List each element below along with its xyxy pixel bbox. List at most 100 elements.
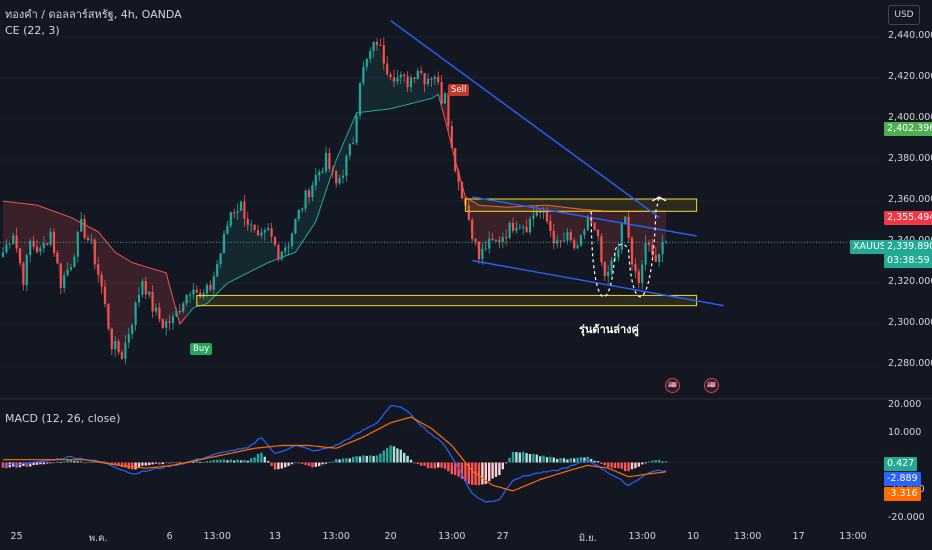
macd-histogram-bar	[630, 462, 634, 470]
projection-arrow-head	[652, 196, 667, 202]
candle-body	[236, 210, 239, 213]
macd-histogram-bar	[658, 459, 661, 463]
us-flag-icon[interactable]: 🇺🇸	[665, 378, 680, 393]
candle-body	[114, 341, 117, 350]
time-tick-label: พ.ค.	[88, 533, 108, 544]
macd-histogram-bar	[613, 462, 617, 469]
candle-body	[212, 276, 215, 290]
macd-histogram-bar	[229, 459, 232, 463]
macd-histogram-bar	[603, 462, 606, 466]
macd-histogram-bar	[471, 462, 474, 485]
price-tick-label: 2,300.000	[888, 317, 932, 329]
candle-body	[1, 252, 5, 257]
macd-histogram-bar	[260, 452, 263, 463]
support-resistance-zone	[464, 198, 698, 212]
candle-body	[467, 205, 470, 220]
macd-histogram-bar	[525, 453, 528, 463]
price-tick-label: 2,380.000	[888, 153, 932, 165]
price-tick-label: 2,320.000	[888, 276, 932, 288]
macd-histogram-bar	[148, 462, 151, 466]
time-tick-label: 17	[792, 531, 805, 542]
trendline	[390, 19, 660, 219]
macd-histogram-bar	[566, 459, 569, 463]
macd-histogram-bar	[158, 462, 161, 465]
ce-long-fill	[186, 41, 442, 316]
time-tick-label: 13:00	[203, 531, 231, 542]
candle-body	[25, 255, 28, 286]
candle-body	[195, 289, 198, 293]
macd-histogram-bar	[165, 462, 168, 464]
candle-body	[437, 76, 440, 82]
macd-histogram-bar	[569, 458, 572, 463]
macd-histogram-bar	[324, 462, 328, 464]
macd-histogram-bar	[423, 462, 426, 466]
macd-histogram-bar	[545, 457, 549, 463]
price-tick-label: 2,440.000	[888, 29, 932, 41]
macd-histogram-bar	[647, 461, 651, 463]
macd-histogram-bar	[457, 462, 460, 477]
candle-body	[290, 233, 294, 247]
macd-histogram-bar	[464, 462, 467, 482]
chart-title[interactable]: ทองคำ / ดอลลาร์สหรัฐ, 4h, OANDA	[5, 8, 182, 21]
candle-body	[505, 237, 508, 239]
candle-body	[314, 175, 317, 186]
candle-body	[362, 66, 365, 83]
macd-histogram-bar	[127, 462, 130, 469]
time-tick-label: 13:00	[628, 531, 656, 542]
macd-histogram-bar	[212, 460, 215, 463]
candle-body	[409, 77, 413, 88]
candle-body	[586, 217, 589, 231]
candle-body	[277, 244, 280, 260]
macd-histogram-bar	[321, 462, 324, 465]
candle-body	[100, 274, 103, 287]
candle-body	[345, 155, 348, 176]
macd-histogram-bar	[294, 462, 297, 464]
candle-body	[273, 236, 277, 245]
candle-body	[331, 168, 334, 172]
candle-body	[318, 171, 321, 176]
macd-histogram-bar	[392, 446, 396, 463]
macd-histogram-bar	[52, 462, 56, 464]
macd-histogram-bar	[69, 459, 73, 463]
macd-histogram-bar	[644, 462, 647, 464]
macd-histogram-bar	[664, 461, 668, 463]
us-flag-icon[interactable]: 🇺🇸	[704, 378, 719, 393]
macd-histogram-bar	[382, 450, 385, 463]
macd-histogram-bar	[304, 462, 307, 465]
candle-body	[600, 236, 603, 262]
macd-histogram-bar	[345, 458, 348, 463]
candle-body	[556, 240, 559, 244]
candle-body	[562, 240, 566, 242]
macd-histogram-bar	[335, 459, 338, 463]
candle-body	[246, 218, 249, 225]
candle-body	[280, 251, 283, 260]
candle-body	[22, 263, 25, 286]
macd-histogram-bar	[63, 461, 66, 463]
candle-body	[120, 352, 124, 359]
candle-body	[661, 242, 664, 255]
macd-histogram-bar	[556, 459, 559, 463]
candle-body	[151, 292, 154, 312]
macd-label[interactable]: MACD (12, 26, close)	[5, 412, 121, 425]
candle-body	[610, 260, 613, 273]
macd-histogram-bar	[559, 458, 562, 463]
macd-histogram-bar	[634, 462, 637, 469]
candle-body	[216, 264, 219, 277]
macd-histogram-bar	[539, 456, 542, 463]
trendline	[472, 259, 724, 307]
indicator-label[interactable]: CE (22, 3)	[5, 24, 60, 37]
candle-body	[399, 74, 402, 78]
candle-body	[539, 211, 542, 213]
candle-body	[603, 261, 606, 277]
macd-histogram-bar	[195, 461, 198, 463]
macd-histogram-bar	[90, 462, 93, 463]
macd-histogram-bar	[29, 462, 32, 467]
macd-histogram-bar	[141, 462, 144, 466]
candle-body	[634, 264, 637, 272]
time-tick-label: 27	[496, 531, 509, 542]
currency-button[interactable]: USD	[888, 5, 920, 25]
macd-histogram-bar	[270, 462, 273, 466]
macd-histogram-bar	[243, 460, 246, 463]
candle-body	[443, 93, 447, 104]
